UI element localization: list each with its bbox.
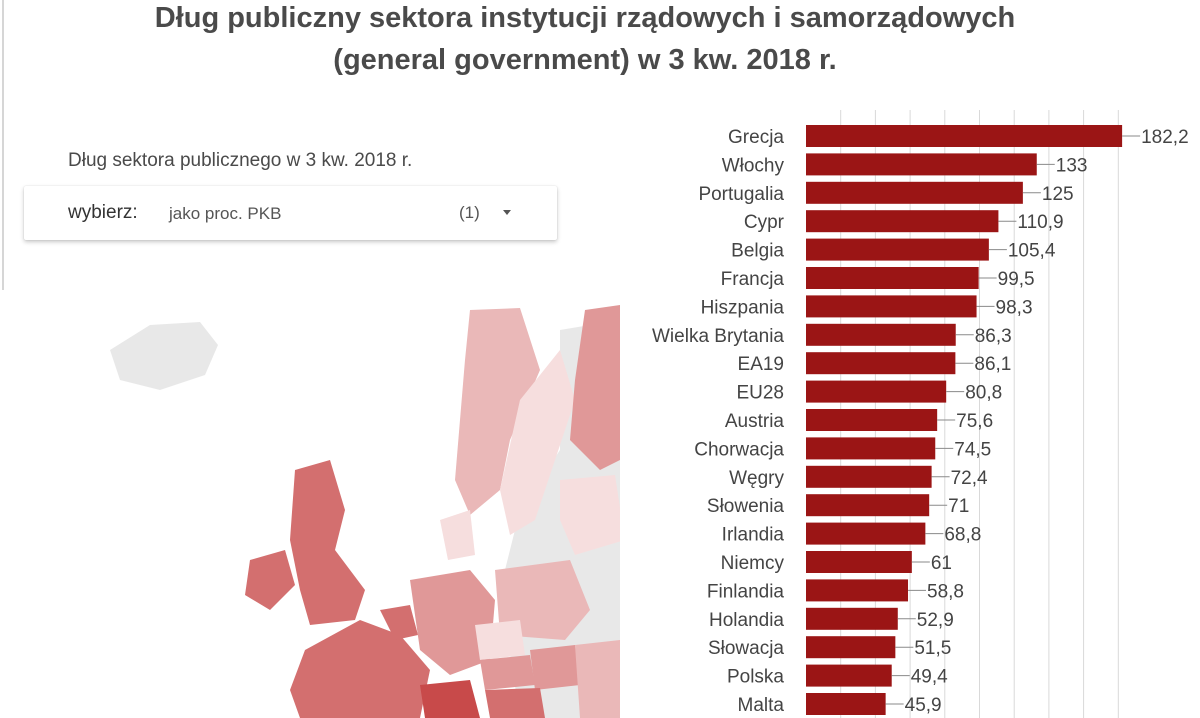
map-country-benelux	[380, 605, 418, 640]
map-country-sweden	[500, 350, 575, 535]
map-country-baltics	[560, 475, 620, 555]
value-label: 75,6	[956, 411, 993, 432]
category-label: Słowenia	[707, 496, 785, 517]
map-country-italy	[420, 680, 480, 718]
dropdown-key-label: wybierz:	[68, 202, 138, 223]
value-label: 98,3	[996, 297, 1033, 318]
indicator-dropdown[interactable]: wybierz: jako proc. PKB (1)	[24, 186, 557, 240]
category-label: Grecja	[728, 127, 784, 148]
bar[interactable]	[806, 267, 979, 289]
category-label: Węgry	[729, 468, 784, 489]
bar[interactable]	[806, 607, 898, 630]
bar[interactable]	[806, 125, 1123, 147]
category-label: Polska	[727, 667, 784, 688]
category-label: Niemcy	[721, 553, 785, 574]
map-country-finland	[570, 305, 620, 470]
value-label: 80,8	[965, 383, 1002, 404]
value-label: 71	[948, 496, 969, 517]
value-label: 86,1	[974, 354, 1011, 375]
map-country-ireland	[245, 550, 295, 610]
value-label: 49,4	[911, 667, 948, 688]
bars: Grecja 182,2 Włochy 133 Portugalia 125 Cypr 110…	[652, 125, 1189, 716]
category-label: Słowacja	[708, 638, 784, 659]
bar[interactable]	[806, 522, 926, 545]
bar[interactable]	[806, 693, 886, 715]
map-country-hungary	[530, 645, 580, 690]
value-label: 61	[931, 553, 952, 574]
map-country-france	[290, 620, 430, 718]
value-label: 182,2	[1141, 127, 1189, 148]
chevron-down-icon[interactable]	[503, 210, 511, 215]
chart-title-line-2: (general government) w 3 kw. 2018 r.	[333, 44, 837, 76]
bar[interactable]	[806, 153, 1037, 176]
value-label: 58,8	[927, 581, 964, 602]
map-country-poland	[495, 560, 590, 640]
bar[interactable]	[806, 579, 909, 602]
value-label: 52,9	[917, 610, 954, 631]
category-label: Irlandia	[722, 525, 785, 546]
bar[interactable]	[806, 352, 956, 375]
bar[interactable]	[806, 437, 936, 460]
bar[interactable]	[806, 323, 956, 346]
value-label: 125	[1042, 184, 1074, 205]
bar[interactable]	[806, 636, 896, 659]
category-label: Hiszpania	[701, 297, 785, 318]
category-label: EA19	[738, 354, 784, 375]
value-label: 45,9	[905, 695, 942, 716]
category-label: EU28	[736, 383, 784, 404]
dropdown-selected-value: jako proc. PKB	[169, 204, 282, 223]
debt-bar-chart: Grecja 182,2 Włochy 133 Portugalia 125 Cypr 110…	[652, 110, 1189, 718]
value-label: 105,4	[1008, 241, 1056, 262]
category-label: Cypr	[744, 212, 785, 233]
value-label: 74,5	[954, 439, 991, 460]
category-label: Finlandia	[707, 581, 785, 602]
category-label: Portugalia	[698, 184, 784, 205]
value-label: 51,5	[914, 638, 951, 659]
value-label: 133	[1056, 155, 1088, 176]
map-land-iceland	[110, 322, 218, 390]
europe-map[interactable]	[0, 290, 620, 718]
category-label: Malta	[738, 695, 785, 716]
value-label: 68,8	[944, 525, 981, 546]
map-country-germany	[410, 570, 495, 675]
bar[interactable]	[806, 465, 932, 488]
category-label: Chorwacja	[694, 439, 784, 460]
bar[interactable]	[806, 210, 999, 233]
bar[interactable]	[806, 664, 892, 687]
bar[interactable]	[806, 238, 989, 261]
value-label: 110,9	[1017, 212, 1063, 233]
bar[interactable]	[806, 181, 1023, 204]
category-label: Włochy	[722, 155, 785, 176]
category-label: Austria	[725, 411, 785, 432]
category-label: Belgia	[731, 241, 784, 262]
chart-title-line-1: Dług publiczny sektora instytucji rządow…	[154, 2, 1016, 34]
bar[interactable]	[806, 295, 977, 318]
bar[interactable]	[806, 551, 912, 573]
dropdown-selected-count: (1)	[459, 203, 480, 222]
map-country-norway	[455, 308, 540, 515]
selector-heading: Dług sektora publicznego w 3 kw. 2018 r.	[68, 150, 413, 171]
value-label: 86,3	[975, 326, 1012, 347]
bar[interactable]	[806, 409, 938, 431]
value-label: 72,4	[951, 468, 988, 489]
map-country-slovenia-croatia	[485, 688, 545, 718]
category-label: Francja	[721, 269, 785, 290]
map-country-austria	[480, 655, 535, 690]
map-country-romania	[575, 640, 620, 718]
bar[interactable]	[806, 380, 947, 403]
bar[interactable]	[806, 494, 930, 517]
map-country-uk	[290, 460, 365, 625]
map-country-czechia	[475, 620, 525, 660]
value-label: 99,5	[998, 269, 1035, 290]
category-label: Wielka Brytania	[652, 326, 784, 347]
map-country-denmark	[440, 510, 475, 560]
category-label: Holandia	[709, 610, 784, 631]
